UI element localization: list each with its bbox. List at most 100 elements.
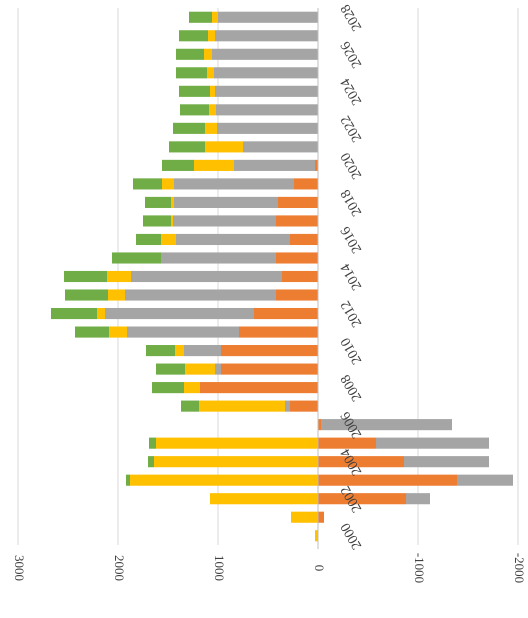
bar-segment — [169, 141, 205, 153]
bar-segment — [318, 456, 404, 468]
bar-segment — [75, 326, 109, 338]
bar-segment — [318, 474, 457, 486]
bar-segment — [216, 104, 318, 116]
bar-segment — [126, 474, 130, 486]
bar-segment — [185, 363, 215, 375]
bars — [51, 11, 513, 542]
bar-segment — [406, 493, 430, 505]
bar-segment — [294, 178, 318, 190]
bar-segment — [143, 215, 171, 227]
bar-segment — [215, 30, 318, 42]
bar-segment — [290, 400, 318, 412]
bar-segment — [318, 437, 376, 449]
bar-segment — [109, 326, 127, 338]
bar-segment — [131, 270, 282, 283]
bar-segment — [215, 85, 318, 97]
bar-segment — [282, 270, 318, 283]
bar-segment — [130, 474, 318, 486]
bar-segment — [51, 307, 97, 320]
value-tick-label: 3000 — [12, 555, 27, 581]
bar-segment — [136, 233, 161, 246]
bar-segment — [315, 159, 318, 171]
bar-segment — [285, 400, 290, 412]
value-tick-label: 0 — [312, 565, 327, 572]
bar-segment — [276, 289, 318, 301]
bar-segment — [199, 400, 285, 412]
bar-segment — [218, 11, 318, 23]
bar-segment — [234, 159, 315, 171]
bar-segment — [243, 141, 318, 153]
bar-segment — [221, 345, 318, 357]
bar-segment — [318, 493, 406, 505]
bar-segment — [161, 233, 176, 246]
bar-segment — [162, 159, 194, 171]
bar-segment — [457, 474, 513, 486]
bar-segment — [239, 326, 318, 338]
bar-segment — [161, 252, 276, 264]
bar-segment — [176, 48, 204, 60]
bar-segment — [209, 104, 216, 116]
value-tick-label: -2000 — [512, 553, 527, 583]
bar-segment — [208, 30, 215, 42]
bar-segment — [174, 196, 278, 208]
bar-segment — [125, 289, 276, 301]
bar-segment — [276, 215, 318, 227]
bar-segment — [127, 326, 239, 338]
bar-segment — [376, 437, 489, 449]
bar-segment — [162, 178, 174, 190]
bar-segment — [221, 363, 318, 375]
bar-segment — [171, 215, 173, 227]
bar-segment — [200, 382, 318, 394]
value-tick-label: -1000 — [412, 553, 427, 583]
value-tick-labels: 3000 2000 1000 0 -1000 -2000 — [12, 553, 527, 583]
bar-segment — [97, 307, 105, 320]
bar-segment — [152, 382, 184, 394]
bar-segment — [105, 307, 254, 320]
bar-segment — [180, 104, 209, 116]
bar-segment — [189, 11, 212, 23]
bar-segment — [318, 511, 324, 523]
bar-segment — [212, 11, 218, 23]
bar-segment — [156, 437, 318, 449]
bar-segment — [205, 141, 243, 153]
bar-segment — [194, 159, 234, 171]
bar-segment — [173, 215, 276, 227]
bar-segment — [276, 252, 318, 264]
bar-segment — [207, 67, 214, 79]
bar-segment — [321, 419, 452, 431]
bar-segment — [107, 270, 131, 283]
bar-segment — [404, 456, 489, 468]
bar-segment — [254, 307, 318, 320]
value-tick-label: 2000 — [112, 555, 127, 581]
bar-segment — [204, 48, 212, 60]
bar-segment — [214, 67, 318, 79]
bar-segment — [210, 493, 318, 505]
bar-segment — [212, 48, 318, 60]
bar-segment — [148, 456, 154, 468]
bar-segment — [217, 122, 318, 134]
bar-segment — [146, 345, 175, 357]
bar-segment — [278, 196, 318, 208]
bar-segment — [65, 289, 108, 301]
bar-segment — [64, 270, 107, 283]
bar-segment — [291, 511, 318, 523]
bar-segment — [181, 400, 199, 412]
bar-segment — [176, 233, 290, 246]
bar-segment — [171, 196, 174, 208]
bar-segment — [210, 85, 215, 97]
bar-segment — [315, 530, 318, 542]
bar-segment — [179, 30, 208, 42]
bar-segment — [290, 233, 318, 246]
bar-segment — [154, 456, 318, 468]
bar-segment — [149, 437, 156, 449]
bar-segment — [133, 178, 162, 190]
bar-segment — [176, 67, 207, 79]
bar-segment — [215, 363, 221, 375]
bar-segment — [156, 363, 185, 375]
bar-segment — [173, 122, 205, 134]
bar-segment — [108, 289, 125, 301]
bar-segment — [205, 122, 217, 134]
